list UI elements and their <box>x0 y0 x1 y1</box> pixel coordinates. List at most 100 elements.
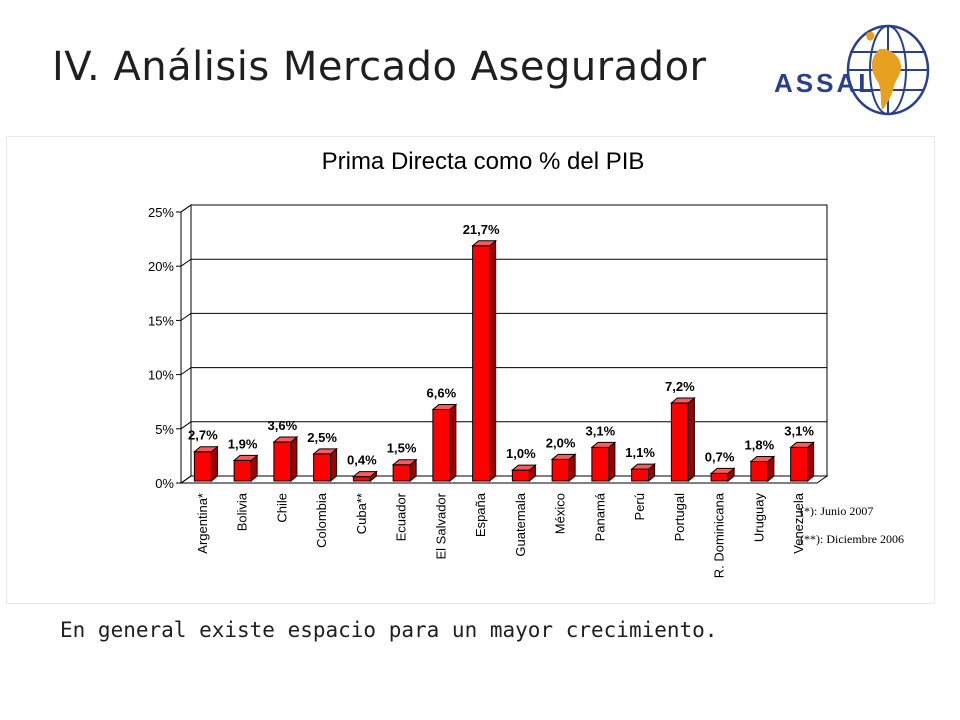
data-label: 1,8% <box>745 437 775 452</box>
bar-top <box>749 455 776 462</box>
bar-front <box>670 402 689 482</box>
bar <box>351 470 378 483</box>
bar-top <box>272 436 299 443</box>
bar-front <box>551 458 570 482</box>
y-tick-label: 10% <box>148 368 174 383</box>
bar <box>789 441 816 483</box>
footnote-2: (**): Diciembre 2006 <box>800 532 904 546</box>
assal-logo: ASSAL <box>774 24 930 116</box>
category-label: Ecuador <box>394 492 409 541</box>
category-label: Argentina* <box>195 493 210 554</box>
bar <box>272 435 299 483</box>
bar-top <box>550 453 577 460</box>
bar <box>709 467 736 483</box>
category-label: Cuba** <box>354 493 369 534</box>
category-label: Chile <box>274 493 289 523</box>
bar <box>550 453 577 483</box>
category-label: Panamá <box>592 492 607 541</box>
category-label: España <box>473 492 488 537</box>
data-label: 0,7% <box>705 449 735 464</box>
bar-front <box>432 408 451 482</box>
data-label: 2,5% <box>307 430 337 445</box>
data-label: 7,2% <box>665 379 695 394</box>
bar <box>431 403 458 483</box>
logo-text: ASSAL <box>774 68 877 98</box>
gridline <box>180 312 827 321</box>
bar-top <box>431 403 458 410</box>
bar-top <box>590 441 617 448</box>
data-label: 1,0% <box>506 446 536 461</box>
bar <box>630 463 657 483</box>
bar-front <box>591 446 610 482</box>
gridline <box>180 204 827 213</box>
category-label: R. Dominicana <box>712 492 727 578</box>
data-label: 2,7% <box>188 428 218 443</box>
data-label: 1,1% <box>625 445 655 460</box>
bar-chart: Prima Directa como % del PIB 0% 5% 10% 15% 2… <box>148 148 904 578</box>
bar-side <box>807 441 815 483</box>
bar-side <box>210 445 218 483</box>
bar-front <box>472 245 491 482</box>
bar-front <box>313 453 332 482</box>
footer-text: En general existe espacio para un mayor … <box>60 618 718 642</box>
y-tick-label: 20% <box>148 259 174 274</box>
bar <box>669 396 696 483</box>
category-label: Uruguay <box>751 493 766 543</box>
bar <box>471 239 498 483</box>
bar <box>192 445 219 483</box>
chart-title: Prima Directa como % del PIB <box>322 148 645 175</box>
data-label: 3,1% <box>586 423 616 438</box>
category-label: Bolivia <box>235 492 250 531</box>
bar-front <box>352 476 371 482</box>
bar <box>232 454 259 483</box>
category-label: Guatemala <box>513 492 528 556</box>
bar-top <box>312 448 339 455</box>
category-label: México <box>553 493 568 534</box>
bar-side <box>489 239 497 483</box>
bar <box>510 464 537 483</box>
bar <box>749 455 776 483</box>
bar-top <box>709 467 736 474</box>
bar-side <box>449 403 457 483</box>
bar-front <box>392 464 411 482</box>
category-label: Portugal <box>672 493 687 542</box>
bar-top <box>232 454 259 461</box>
data-label: 0,4% <box>347 453 377 468</box>
plot-back-wall <box>190 204 828 477</box>
data-label: 2,0% <box>546 435 576 450</box>
bar-side <box>687 396 695 483</box>
footnote-1: (*): Junio 2007 <box>800 504 873 518</box>
data-label: 21,7% <box>463 222 500 237</box>
bar-front <box>631 468 650 482</box>
data-label: 1,9% <box>228 436 258 451</box>
bar-top <box>351 471 378 478</box>
bar-front <box>790 446 809 482</box>
category-label: El Salvador <box>433 492 448 559</box>
gridline <box>180 258 827 267</box>
bar-front <box>273 441 292 482</box>
bar-top <box>789 441 816 448</box>
y-tick-label: 15% <box>148 313 174 328</box>
bar-front <box>233 459 252 482</box>
data-label: 6,6% <box>427 385 457 400</box>
bar-top <box>471 240 498 247</box>
chart-frame: Prima Directa como % del PIB 0% 5% 10% 15% 2… <box>6 136 935 604</box>
y-tick-label: 5% <box>155 422 174 437</box>
bar-top <box>630 463 657 470</box>
y-tick-label: 0% <box>155 476 174 491</box>
bar-side <box>608 441 616 483</box>
data-label: 3,1% <box>784 423 814 438</box>
bar <box>312 447 339 483</box>
data-label: 3,6% <box>268 418 298 433</box>
bar-front <box>193 451 212 482</box>
gridline <box>180 421 827 430</box>
bar-top <box>510 464 537 471</box>
bar-top <box>192 446 219 453</box>
globe-icon <box>846 24 930 116</box>
data-label: 1,5% <box>387 441 417 456</box>
category-label: Venezuela <box>791 492 806 553</box>
bar-front <box>750 460 769 482</box>
bar <box>391 458 418 483</box>
category-label: Colombia <box>314 492 329 548</box>
y-tick-label: 25% <box>148 205 174 220</box>
